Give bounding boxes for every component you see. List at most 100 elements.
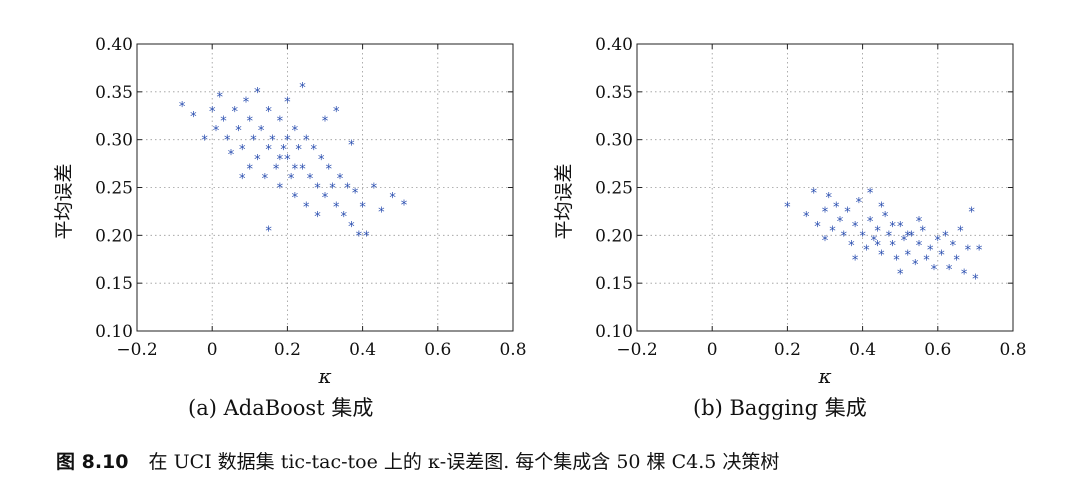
data-point: * [254,153,261,168]
data-point: * [935,234,942,249]
data-point: * [232,105,239,120]
data-point: * [950,239,957,254]
data-point: * [318,153,325,168]
data-point: * [303,134,310,149]
data-point: * [352,186,359,201]
data-point: * [972,272,979,287]
data-point: * [284,134,291,149]
data-point: * [333,105,340,120]
data-point: * [965,244,972,259]
x-tick-label: 0.4 [849,340,876,360]
data-point: * [359,201,366,216]
data-point: * [344,182,351,197]
data-point: * [213,124,220,139]
data-point: * [371,182,378,197]
data-point: * [179,100,186,115]
data-point: * [247,115,254,130]
x-axis-label: κ [317,364,331,388]
data-point: * [912,258,919,273]
x-tick-label: 0 [707,340,718,360]
y-axis-label: 平均误差 [53,163,75,239]
data-point: * [265,105,272,120]
data-point: * [239,143,246,158]
data-point: * [841,229,848,244]
data-point: * [307,172,314,187]
scatter-panel-adaboost: −0.2 0 0.2 0.4 0.6 0.8 0.10 0.15 0.20 0.25 0.30 0.3… [53,35,527,388]
data-point: * [284,153,291,168]
x-axis-label: κ [817,364,831,388]
y-tick-label: 0.25 [95,179,133,199]
data-point: * [889,239,896,254]
data-point: * [314,210,321,225]
data-point: * [878,201,885,216]
data-point: * [822,205,829,220]
data-point: * [810,186,817,201]
subcaption-a: (a) AdaBoost 集成 [188,396,374,420]
data-point: * [292,162,299,177]
data-point: * [938,248,945,263]
data-point: * [333,201,340,216]
y-tick-label: 0.10 [95,322,133,342]
figure-caption: 图 8.10 在 UCI 数据集 tic-tac-toe 上的 κ-误差图. 每… [56,447,779,474]
data-point: * [348,138,355,153]
data-point: * [378,205,385,220]
data-point: * [893,253,900,268]
data-point: * [897,268,904,283]
y-tick-label: 0.15 [595,274,633,294]
data-point: * [961,268,968,283]
data-point: * [299,162,306,177]
data-point: * [322,191,329,206]
figure-number: 图 8.10 [56,451,129,473]
data-point: * [265,143,272,158]
data-point: * [897,220,904,235]
data-point: * [852,253,859,268]
data-point: * [814,220,821,235]
data-point: * [874,225,881,240]
data-point: * [220,115,227,130]
data-point: * [871,234,878,249]
data-point: * [826,191,833,206]
data-point: * [356,229,363,244]
data-point: * [280,143,287,158]
data-point: * [803,210,810,225]
data-point: * [829,225,836,240]
data-point: * [310,143,317,158]
data-point: * [284,95,291,110]
data-point: * [326,162,333,177]
data-point: * [867,215,874,230]
data-point: * [856,196,863,211]
data-point: * [329,182,336,197]
data-point: * [784,201,791,216]
data-point: * [882,210,889,225]
x-tick-label: 0.2 [274,340,301,360]
data-point: * [262,172,269,187]
data-point: * [299,81,306,96]
data-point: * [976,244,983,259]
data-point: * [277,153,284,168]
x-tick-label: 0.4 [349,340,376,360]
x-tick-label: −0.2 [616,340,657,360]
data-point: * [239,172,246,187]
data-point: * [265,225,272,240]
data-point: * [968,205,975,220]
y-tick-label: 0.20 [95,226,133,246]
data-point: * [923,253,930,268]
data-point: * [942,229,949,244]
data-point: * [303,201,310,216]
data-point: * [341,210,348,225]
data-point: * [822,234,829,249]
y-tick-label: 0.40 [595,35,633,55]
y-tick-label: 0.20 [595,226,633,246]
data-point: * [946,263,953,278]
data-point: * [348,220,355,235]
data-point: * [401,199,408,214]
y-tick-label: 0.30 [95,131,133,151]
y-tick-label: 0.40 [95,35,133,55]
data-point: * [224,134,231,149]
y-tick-label: 0.35 [95,83,133,103]
y-axis-label: 平均误差 [553,163,575,239]
x-tick-label: −0.2 [116,340,157,360]
y-tick-label: 0.15 [95,274,133,294]
data-point: * [844,205,851,220]
data-point: * [389,191,396,206]
